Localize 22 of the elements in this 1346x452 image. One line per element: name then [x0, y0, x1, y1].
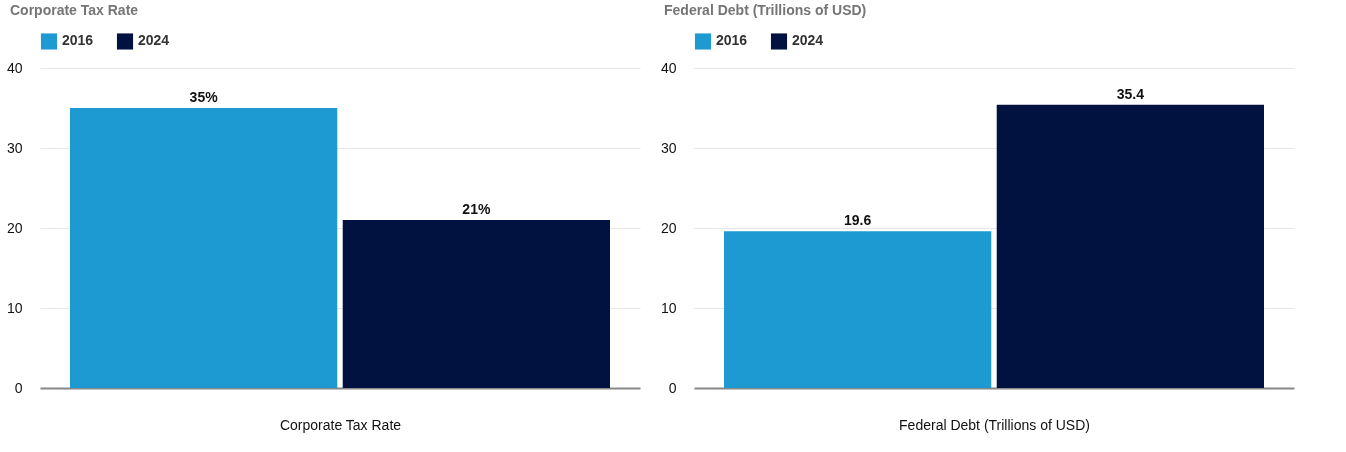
y-tick-label: 40 — [660, 59, 677, 76]
y-tick-label: 30 — [6, 139, 23, 156]
x-axis-title: Corporate Tax Rate — [279, 416, 402, 433]
y-tick-label: 0 — [14, 379, 23, 396]
legend-label: 2016 — [716, 32, 748, 49]
y-tick-label: 20 — [6, 219, 23, 236]
y-tick-label: 10 — [660, 299, 677, 316]
data-label: 21% — [462, 201, 491, 217]
legend-label: 2016 — [62, 32, 94, 49]
data-label: 35.4 — [1116, 85, 1145, 102]
chart-title: Corporate Tax Rate — [10, 2, 139, 18]
data-label: 19.6 — [844, 212, 872, 229]
legend-label: 2024 — [792, 32, 824, 49]
y-tick-label: 10 — [6, 299, 23, 316]
y-tick-label: 20 — [660, 219, 677, 236]
x-axis-title: Federal Debt (Trillions of USD) — [899, 416, 1090, 433]
y-tick-label: 40 — [6, 59, 23, 76]
y-tick-label: 0 — [668, 379, 677, 396]
y-tick-label: 30 — [660, 139, 677, 156]
legend-label: 2024 — [138, 32, 170, 49]
data-label: 35% — [189, 89, 219, 105]
chart-title: Federal Debt (Trillions of USD) — [664, 2, 867, 18]
